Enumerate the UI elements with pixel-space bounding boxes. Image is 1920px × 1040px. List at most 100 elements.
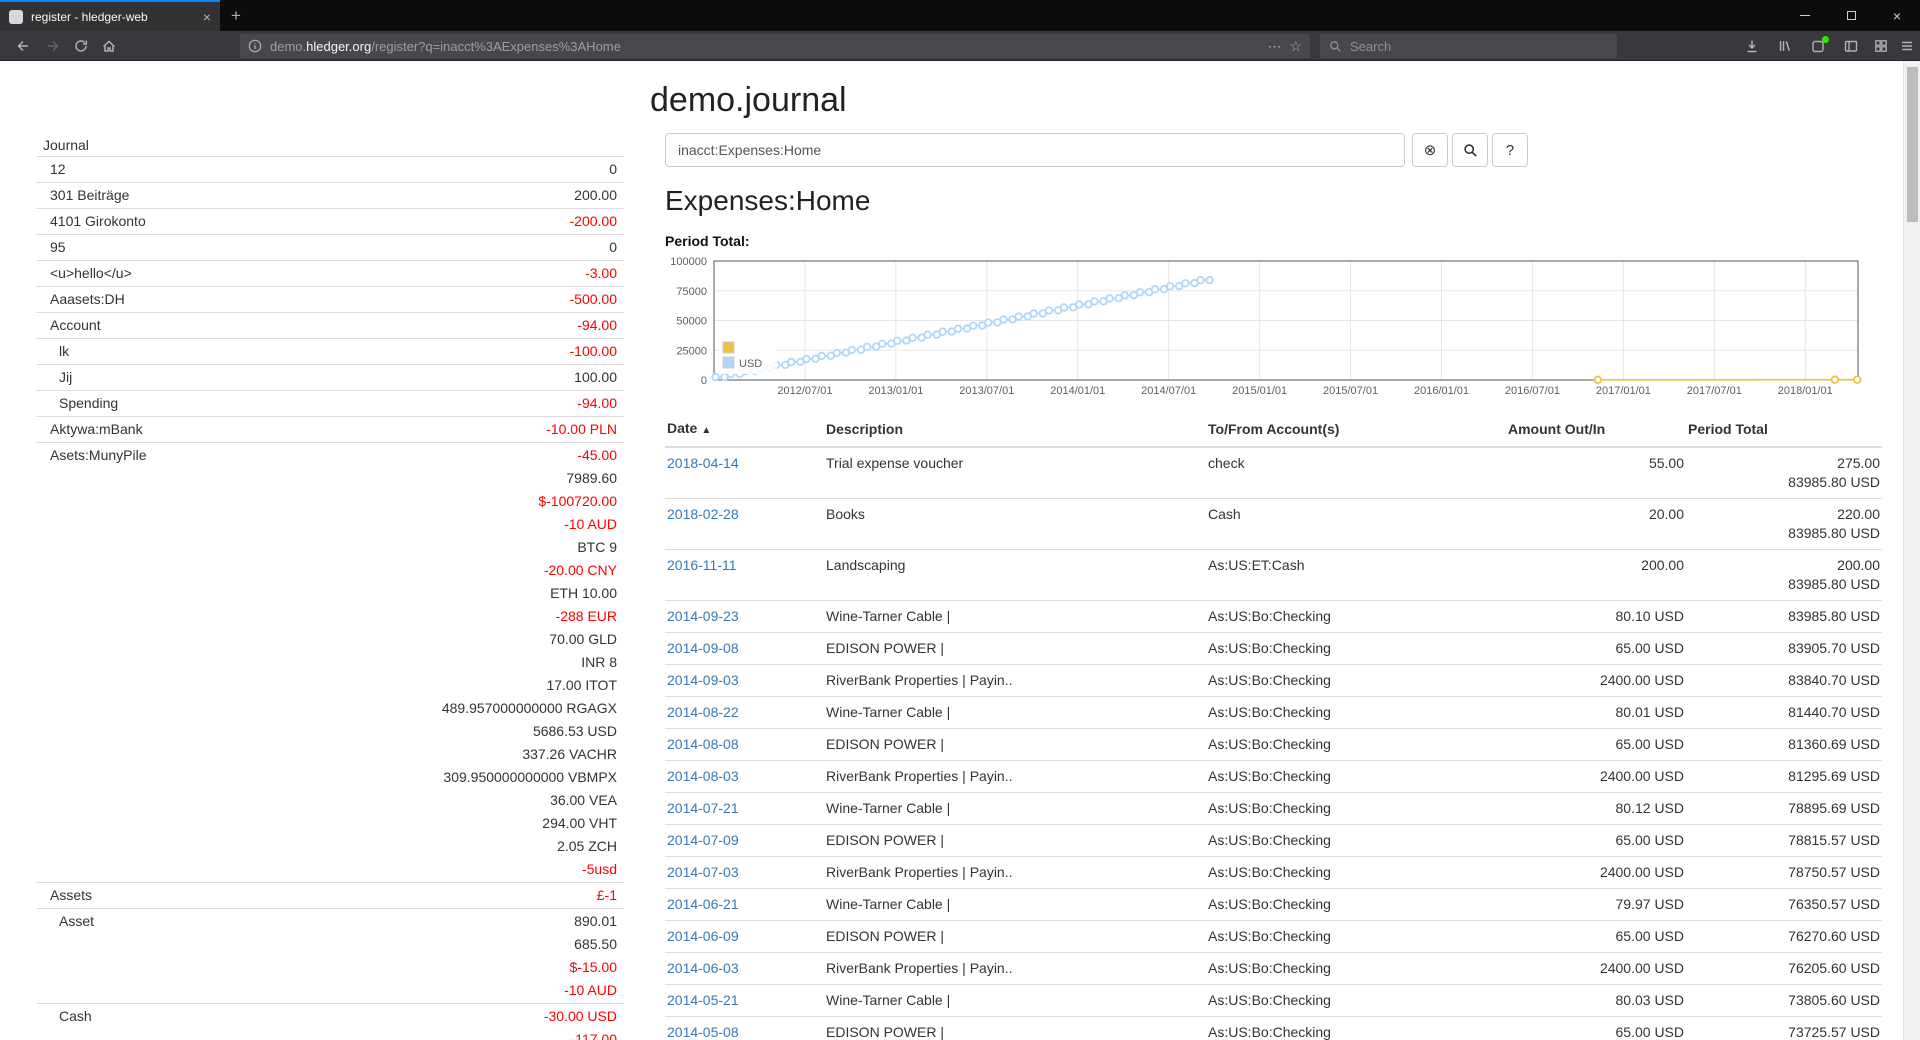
- sidebars-button[interactable]: [1836, 31, 1866, 61]
- register-date-link[interactable]: 2016-11-11: [667, 557, 737, 573]
- window-minimize-button[interactable]: [1782, 0, 1828, 31]
- account-link[interactable]: Account: [50, 317, 101, 333]
- browser-tab[interactable]: register - hledger-web ×: [0, 0, 220, 31]
- register-date-cell: 2014-07-21: [665, 792, 824, 825]
- window-restore-button[interactable]: [1828, 0, 1874, 31]
- register-period-total: 76270.60 USD: [1686, 920, 1882, 953]
- register-date-link[interactable]: 2014-09-08: [667, 640, 739, 656]
- account-link[interactable]: 4101 Girokonto: [50, 213, 146, 229]
- new-tab-button[interactable]: +: [231, 5, 241, 25]
- account-link[interactable]: 95: [50, 239, 66, 255]
- account-link[interactable]: Assets: [50, 887, 93, 903]
- balance-amount: -5usd: [581, 861, 617, 877]
- sort-asc-icon: ▲: [701, 425, 712, 436]
- page-actions-icon[interactable]: ⋯: [1267, 38, 1282, 54]
- navigation-toolbar: demo.hledger.org/register?q=inacct%3AExp…: [0, 31, 1920, 61]
- svg-text:2014/01/01: 2014/01/01: [1050, 385, 1105, 397]
- sidebar-journal-link[interactable]: Journal: [43, 137, 89, 153]
- balance-amount: INR 8: [581, 654, 617, 670]
- account-link[interactable]: Asset: [59, 913, 95, 929]
- register-date-link[interactable]: 2014-07-03: [667, 864, 739, 880]
- balance-amount: -117.00: [570, 1031, 617, 1040]
- sidebar-account-row: Asset 890.01 685.50 $-15.00 -10 AUD: [36, 908, 624, 1003]
- register-date-link[interactable]: 2014-08-08: [667, 736, 739, 752]
- register-date-link[interactable]: 2014-05-08: [667, 1024, 739, 1040]
- library-button[interactable]: [1770, 31, 1800, 61]
- account-link[interactable]: Spending: [59, 395, 119, 411]
- search-help-button[interactable]: ?: [1492, 133, 1528, 167]
- register-date-cell: 2014-06-03: [665, 952, 824, 985]
- clear-query-button[interactable]: ⊗: [1412, 133, 1448, 167]
- period-total-line: 83840.70 USD: [1788, 672, 1880, 688]
- extension-button[interactable]: [1803, 31, 1833, 61]
- apps-grid-button[interactable]: [1866, 31, 1896, 61]
- register-date-link[interactable]: 2014-06-09: [667, 928, 739, 944]
- sidebar-account-row: lk -100.00: [36, 338, 624, 364]
- submit-search-button[interactable]: [1452, 133, 1488, 167]
- account-link[interactable]: lk: [59, 343, 70, 359]
- balance-amount: -94.00: [577, 395, 617, 411]
- register-row: 2014-08-22 Wine-Tarner Cable | As:US:Bo:Ch…: [665, 696, 1882, 729]
- account-link[interactable]: 301 Beiträge: [50, 187, 130, 203]
- register-date-link[interactable]: 2014-05-21: [667, 992, 739, 1008]
- account-link[interactable]: Cash: [59, 1008, 92, 1024]
- forward-button[interactable]: [38, 31, 68, 61]
- home-button[interactable]: [94, 31, 124, 61]
- tab-close-icon[interactable]: ×: [202, 8, 211, 25]
- bookmark-star-icon[interactable]: ☆: [1289, 38, 1302, 54]
- register-date-link[interactable]: 2014-07-09: [667, 832, 739, 848]
- register-date-cell: 2014-05-08: [665, 1016, 824, 1040]
- account-link[interactable]: Aktywa:mBank: [50, 421, 143, 437]
- register-period-total: 81360.69 USD: [1686, 728, 1882, 761]
- register-period-total: 78895.69 USD: [1686, 792, 1882, 825]
- register-date-cell: 2014-08-08: [665, 728, 824, 761]
- register-date-link[interactable]: 2014-07-21: [667, 800, 739, 816]
- period-total-line: 81440.70 USD: [1788, 704, 1880, 720]
- register-date-link[interactable]: 2014-06-03: [667, 960, 739, 976]
- account-link[interactable]: 12: [50, 161, 66, 177]
- register-description: Trial expense voucher: [824, 446, 1206, 499]
- register-date-link[interactable]: 2018-02-28: [667, 506, 739, 522]
- period-total-line: 78750.57 USD: [1788, 864, 1880, 880]
- extension-badge: [1822, 36, 1829, 43]
- sidebar-account-row: Assets £-1: [36, 882, 624, 908]
- register-date-link[interactable]: 2014-08-03: [667, 768, 739, 784]
- register-date-link[interactable]: 2018-04-14: [667, 455, 739, 471]
- account-link[interactable]: <u>hello</u>: [50, 265, 132, 281]
- balance-amount: 309.950000000000 VBMPX: [443, 769, 617, 785]
- balance-amount: 36.00 VEA: [550, 792, 617, 808]
- search-query-input[interactable]: [665, 133, 1405, 167]
- register-period-total: 73725.57 USD: [1686, 1016, 1882, 1040]
- column-header-date[interactable]: Date ▲: [665, 413, 824, 448]
- register-period-total: 76205.60 USD: [1686, 952, 1882, 985]
- register-account: As:US:Bo:Checking: [1206, 728, 1506, 761]
- window-close-button[interactable]: ×: [1892, 7, 1902, 24]
- downloads-button[interactable]: [1737, 31, 1767, 61]
- account-balance: -100.00: [570, 340, 617, 363]
- scrollbar-thumb[interactable]: [1907, 67, 1918, 222]
- register-account: As:US:Bo:Checking: [1206, 1016, 1506, 1040]
- register-date-link[interactable]: 2014-06-21: [667, 896, 739, 912]
- toolbar-search-field[interactable]: Search: [1320, 34, 1617, 58]
- period-total-line: 83985.80 USD: [1788, 576, 1880, 592]
- register-period-total: 220.00 83985.80 USD: [1686, 498, 1882, 550]
- account-link[interactable]: Jij: [59, 369, 73, 385]
- column-header-amount-out-in[interactable]: Amount Out/In: [1506, 413, 1686, 448]
- page-scrollbar[interactable]: [1903, 61, 1920, 1040]
- register-amount: 2400.00 USD: [1506, 856, 1686, 889]
- column-header-period-total[interactable]: Period Total: [1686, 413, 1882, 448]
- account-link[interactable]: Aaasets:DH: [50, 291, 125, 307]
- svg-text:2017/01/01: 2017/01/01: [1596, 385, 1651, 397]
- column-header-description[interactable]: Description: [824, 413, 1206, 448]
- site-info-icon[interactable]: [248, 39, 262, 53]
- account-link[interactable]: Asets:MunyPile: [50, 447, 147, 463]
- register-date-link[interactable]: 2014-09-03: [667, 672, 739, 688]
- address-bar[interactable]: demo.hledger.org/register?q=inacct%3AExp…: [240, 34, 1310, 58]
- register-date-link[interactable]: 2014-09-23: [667, 608, 739, 624]
- back-button[interactable]: [8, 31, 38, 61]
- column-header-to-from-account-s-[interactable]: To/From Account(s): [1206, 413, 1506, 448]
- register-row: 2014-06-21 Wine-Tarner Cable | As:US:Bo:Ch…: [665, 888, 1882, 921]
- register-date-link[interactable]: 2014-08-22: [667, 704, 739, 720]
- menu-button[interactable]: [1892, 31, 1920, 61]
- reload-button[interactable]: [66, 31, 96, 61]
